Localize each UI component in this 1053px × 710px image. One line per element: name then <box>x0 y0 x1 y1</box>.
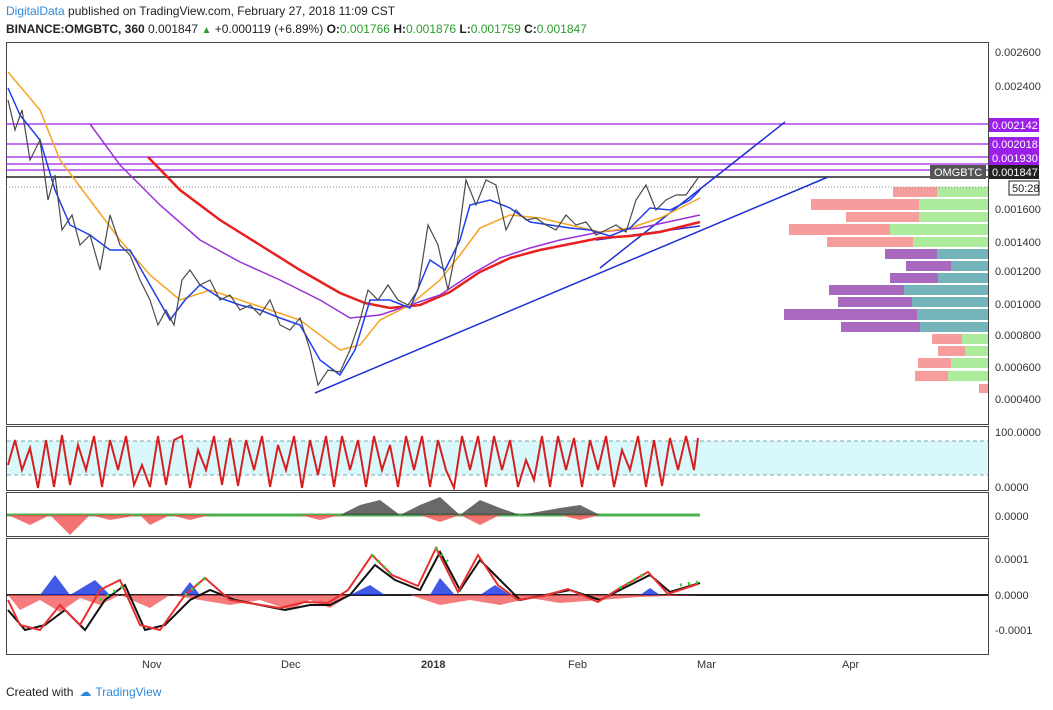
time-label: 2018 <box>421 659 445 671</box>
tick-label: 0.000600 <box>995 362 1041 374</box>
tradingview-link[interactable]: TradingView <box>95 685 162 699</box>
level-label: 0.002142 <box>992 120 1038 132</box>
footer: Created with ☁ TradingView <box>6 685 161 699</box>
tick-label: 0.0000 <box>995 482 1029 494</box>
time-label: Apr <box>842 659 859 671</box>
tick-label: 0.001200 <box>995 266 1041 278</box>
time-label: Dec <box>281 659 301 671</box>
tick-label: 0.0000 <box>995 590 1029 602</box>
macd-pane[interactable] <box>6 538 989 655</box>
level-label: 0.002018 <box>992 139 1038 151</box>
ma-mid-line <box>7 71 701 351</box>
bar-countdown: 50:28 <box>1012 183 1040 195</box>
tick-label: 0.002600 <box>995 47 1041 59</box>
horizontal-levels[interactable] <box>6 123 988 171</box>
open-label: O: <box>326 22 340 36</box>
time-axis[interactable]: Nov Dec 2018 Feb Mar Apr <box>142 659 859 671</box>
macd-axis: 0.0001 0.0000 -0.0001 <box>995 554 1032 637</box>
volume-profile <box>784 187 988 393</box>
time-label: Feb <box>568 659 587 671</box>
osc-pane[interactable] <box>6 492 989 537</box>
price-pane[interactable] <box>6 42 989 425</box>
low-value: 0.001759 <box>470 22 521 36</box>
macd-line <box>7 545 699 632</box>
tradingview-logo-icon[interactable]: ☁ <box>79 685 92 699</box>
low-label: L: <box>459 22 471 36</box>
macd-signal-line <box>7 549 701 632</box>
tick-label: 0.001400 <box>995 237 1041 249</box>
osc-histogram-dark <box>340 497 600 515</box>
stoch-axis: 100.0000 0.0000 <box>995 427 1041 494</box>
osc-histogram <box>8 515 600 535</box>
stoch-pane[interactable] <box>6 426 989 491</box>
published-text: published on TradingView.com, February 2… <box>68 4 396 18</box>
high-label: H: <box>393 22 406 36</box>
tick-label: 0.001600 <box>995 204 1041 216</box>
author-link[interactable]: DigitalData <box>6 4 65 18</box>
stoch-k-line <box>7 434 699 492</box>
macd-histogram-blue <box>40 575 660 595</box>
time-label: Mar <box>697 659 716 671</box>
time-label: Nov <box>142 659 162 671</box>
tick-label: 0.002400 <box>995 81 1041 93</box>
ma-fast-line <box>7 87 701 377</box>
publish-line: DigitalData published on TradingView.com… <box>6 4 395 18</box>
created-with-text: Created with <box>6 685 74 699</box>
price-label-tags: 0.002142 0.002018 0.001930 OMGBTC 0.0018… <box>930 118 1040 196</box>
ma-long-line <box>147 156 701 310</box>
price-change: +0.000119 (+6.89%) <box>214 22 324 36</box>
tick-label: 100.0000 <box>995 427 1041 439</box>
ma-slow-line <box>89 123 701 319</box>
tick-label: 0.0001 <box>995 554 1029 566</box>
tick-label: 0.0000 <box>995 511 1029 523</box>
tick-label: 0.000800 <box>995 330 1041 342</box>
symbol-line: BINANCE:OMGBTC, 360 0.001847 ▲ +0.000119… <box>6 22 587 36</box>
symbol-tag: OMGBTC <box>934 167 982 179</box>
symbol-name: BINANCE:OMGBTC, 360 <box>6 22 145 36</box>
price-axis[interactable]: 0.002600 0.002400 0.001600 0.001400 0.00… <box>995 47 1041 406</box>
last-price: 0.001847 <box>148 22 199 36</box>
last-price-label: 0.001847 <box>992 167 1038 179</box>
macd-histogram <box>8 595 700 612</box>
close-value: 0.001847 <box>536 22 587 36</box>
price-candles <box>7 99 699 387</box>
tick-label: 0.001000 <box>995 299 1041 311</box>
macd-green-dots <box>99 547 699 602</box>
trendlines[interactable] <box>314 121 829 394</box>
high-value: 0.001876 <box>405 22 457 36</box>
close-label: C: <box>524 22 537 36</box>
up-triangle-icon: ▲ <box>201 25 212 36</box>
tick-label: -0.0001 <box>995 625 1032 637</box>
tick-label: 0.000400 <box>995 394 1041 406</box>
level-label: 0.001930 <box>992 153 1038 165</box>
open-value: 0.001766 <box>339 22 390 36</box>
